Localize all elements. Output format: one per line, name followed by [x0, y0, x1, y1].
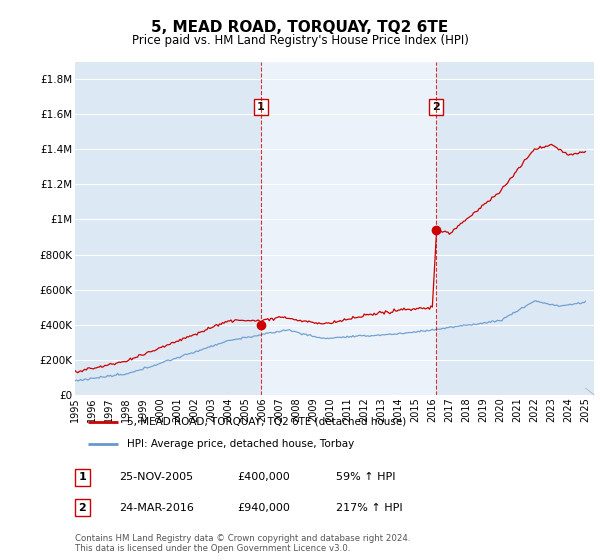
Text: 5, MEAD ROAD, TORQUAY, TQ2 6TE: 5, MEAD ROAD, TORQUAY, TQ2 6TE [151, 20, 449, 35]
Text: HPI: Average price, detached house, Torbay: HPI: Average price, detached house, Torb… [127, 438, 354, 449]
Text: 1: 1 [257, 102, 265, 112]
Bar [261, 62, 436, 395]
Text: £400,000: £400,000 [237, 472, 290, 482]
Text: 2: 2 [433, 102, 440, 112]
Text: 24-MAR-2016: 24-MAR-2016 [119, 503, 194, 513]
Text: £940,000: £940,000 [237, 503, 290, 513]
Text: Contains HM Land Registry data © Crown copyright and database right 2024.
This d: Contains HM Land Registry data © Crown c… [75, 534, 410, 553]
Text: Price paid vs. HM Land Registry's House Price Index (HPI): Price paid vs. HM Land Registry's House … [131, 34, 469, 46]
Text: 1: 1 [79, 472, 86, 482]
Text: 25-NOV-2005: 25-NOV-2005 [119, 472, 193, 482]
Text: 2: 2 [79, 503, 86, 513]
Text: 217% ↑ HPI: 217% ↑ HPI [336, 503, 403, 513]
Text: 59% ↑ HPI: 59% ↑ HPI [336, 472, 395, 482]
Text: 5, MEAD ROAD, TORQUAY, TQ2 6TE (detached house): 5, MEAD ROAD, TORQUAY, TQ2 6TE (detached… [127, 417, 406, 427]
